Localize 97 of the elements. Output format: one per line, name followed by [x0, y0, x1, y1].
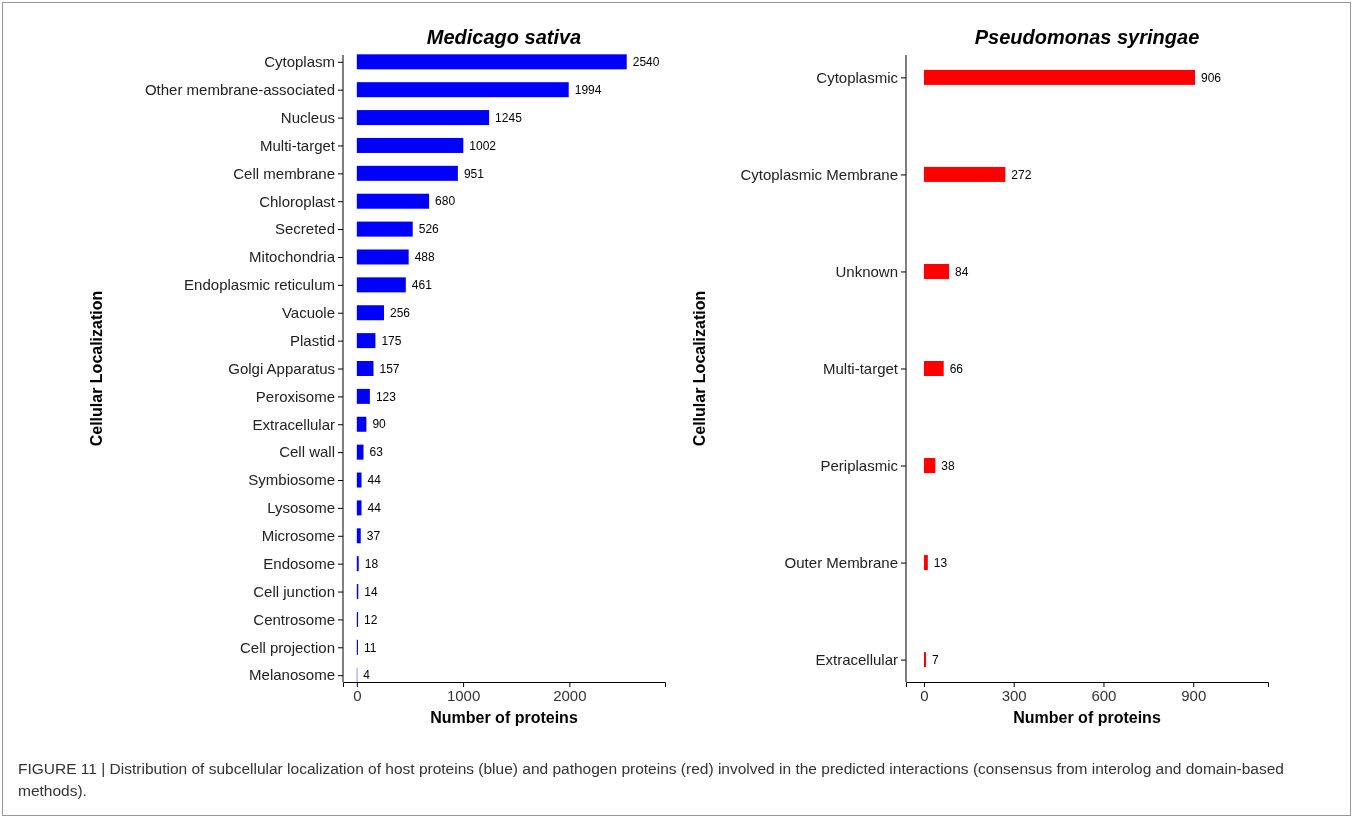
y-tick-label: Lysosome: [267, 499, 335, 517]
y-tick-label: Cell wall: [279, 443, 335, 461]
data-label: 66: [949, 361, 964, 376]
data-label: 488: [414, 250, 436, 265]
data-label: 175: [381, 333, 402, 348]
bar: [923, 555, 928, 571]
y-tick-label: Outer Membrane: [784, 553, 898, 571]
x-tick-label: 0: [920, 686, 929, 704]
y-tick-label: Multi-target: [822, 359, 899, 377]
data-label: 13: [933, 555, 948, 570]
data-label: 7: [932, 652, 940, 667]
y-tick-label: Cell projection: [239, 638, 335, 656]
data-label: 12: [364, 612, 378, 627]
bar: [356, 361, 374, 376]
data-label: 157: [379, 361, 400, 376]
data-label: 680: [435, 194, 456, 209]
bar: [356, 388, 370, 404]
y-tick-label: Symbiosome: [248, 471, 335, 489]
bar: [356, 249, 409, 265]
caption: FIGURE 11 | Distribution of subcellular localization of host proteins (blue) and pathogen proteins (red) involved in the predicted interactions (consensus from interolog and domain-based methods).: [18, 759, 1285, 801]
data-label: 123: [375, 389, 397, 404]
x-axis-title: Number of proteins: [1013, 709, 1161, 726]
bar: [356, 221, 413, 237]
y-tick-label: Cytoplasm: [264, 53, 335, 71]
data-label: 951: [463, 166, 485, 181]
data-label: 272: [1011, 167, 1032, 182]
bar: [923, 458, 936, 474]
bar: [356, 528, 361, 544]
data-label: 63: [369, 445, 384, 460]
x-tick-label: 2000: [553, 686, 587, 704]
y-tick-label: Periplasmic: [820, 456, 899, 474]
x-tick-label: 600: [1091, 686, 1117, 704]
data-label: 256: [390, 305, 411, 320]
y-tick-label: Centrosome: [253, 610, 335, 628]
y-tick-label: Cytoplasmic: [816, 68, 899, 86]
y-tick-label: Extracellular: [252, 415, 335, 433]
x-axis-title: Number of proteins: [430, 709, 578, 726]
bar: [356, 444, 364, 460]
data-label: 90: [372, 417, 387, 432]
data-label: 44: [367, 501, 382, 516]
data-label: 18: [364, 556, 379, 571]
data-label: 1002: [469, 138, 497, 153]
y-tick-label: Unknown: [835, 262, 898, 280]
y-axis-title: Cellular Localization: [88, 290, 105, 447]
y-tick-label: Microsome: [261, 527, 335, 545]
y-tick-label: Plastid: [289, 331, 335, 349]
data-label: 14: [364, 584, 378, 599]
data-label: 4: [363, 668, 371, 683]
y-tick-label: Multi-target: [259, 136, 336, 154]
bar: [923, 69, 1195, 85]
data-label: 906: [1201, 70, 1222, 85]
y-tick-label: Mitochondria: [249, 248, 336, 266]
bar: [356, 277, 406, 293]
y-tick-label: Chloroplast: [259, 192, 336, 210]
x-tick-label: 900: [1181, 686, 1207, 704]
data-label: 44: [367, 473, 382, 488]
y-tick-label: Vacuole: [281, 304, 335, 322]
y-tick-label: Cell junction: [253, 582, 335, 600]
y-tick-label: Nucleus: [280, 108, 335, 126]
chart-title: Pseudomonas syringae: [974, 26, 1200, 48]
bar: [356, 416, 367, 432]
data-label: 461: [411, 278, 433, 293]
data-label: 1994: [574, 82, 602, 97]
bar: [923, 361, 944, 376]
bar: [923, 652, 927, 668]
y-tick-label: Endoplasmic reticulum: [184, 276, 335, 294]
bar: [356, 333, 376, 349]
bar: [923, 263, 950, 279]
y-tick-label: Cytoplasmic Membrane: [740, 165, 898, 183]
y-tick-label: Peroxisome: [255, 387, 335, 405]
y-axis-title: Cellular Localization: [691, 290, 708, 447]
bar: [356, 54, 627, 70]
bar: [356, 110, 490, 126]
y-tick-label: Golgi Apparatus: [228, 359, 335, 377]
data-label: 84: [955, 264, 969, 279]
x-tick-label: 300: [1001, 686, 1027, 704]
y-tick-label: Melanosome: [249, 666, 335, 684]
data-label: 37: [366, 528, 381, 543]
y-tick-label: Cell membrane: [233, 164, 335, 182]
data-label: 2540: [632, 55, 660, 70]
bar: [356, 305, 385, 321]
chart-title: Medicago sativa: [426, 26, 582, 48]
y-tick-label: Endosome: [263, 554, 335, 572]
bar: [356, 82, 569, 98]
y-tick-label: Other membrane-associated: [144, 81, 335, 98]
bar: [356, 137, 464, 153]
data-label: 38: [941, 458, 955, 473]
data-label: 526: [418, 222, 440, 237]
bar: [356, 165, 458, 181]
data-label: 11: [363, 640, 377, 655]
x-tick-label: 0: [353, 686, 362, 704]
bar: [356, 193, 430, 209]
bar: [923, 166, 1006, 182]
y-tick-label: Extracellular: [815, 650, 898, 668]
x-tick-label: 1000: [446, 686, 481, 704]
y-tick-label: Secreted: [274, 220, 335, 238]
data-label: 1245: [495, 110, 523, 125]
